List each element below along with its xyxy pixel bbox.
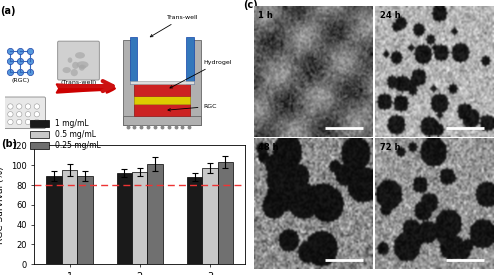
Circle shape bbox=[34, 112, 40, 117]
Bar bbox=[122, 116, 201, 125]
Ellipse shape bbox=[70, 69, 78, 76]
Circle shape bbox=[26, 112, 30, 117]
Ellipse shape bbox=[75, 52, 85, 59]
Circle shape bbox=[8, 119, 13, 125]
Text: (RGC): (RGC) bbox=[11, 78, 30, 83]
Ellipse shape bbox=[79, 65, 86, 69]
FancyBboxPatch shape bbox=[4, 97, 45, 129]
Bar bbox=[132, 172, 148, 264]
Circle shape bbox=[26, 104, 30, 109]
Bar bbox=[116, 173, 132, 264]
Bar bbox=[122, 40, 134, 125]
Bar bbox=[62, 170, 77, 264]
Ellipse shape bbox=[76, 61, 88, 68]
Bar bbox=[130, 81, 194, 84]
Circle shape bbox=[26, 119, 30, 125]
Legend: 1 mg/mL, 0.5 mg/mL, 0.25 mg/mL: 1 mg/mL, 0.5 mg/mL, 0.25 mg/mL bbox=[28, 118, 102, 152]
Ellipse shape bbox=[72, 62, 79, 69]
Text: RGC: RGC bbox=[168, 104, 217, 111]
Bar bbox=[77, 176, 92, 264]
Text: 1 h: 1 h bbox=[258, 12, 273, 20]
Text: 24 h: 24 h bbox=[380, 12, 400, 20]
Text: (c): (c) bbox=[243, 0, 258, 10]
Bar bbox=[46, 176, 62, 264]
Circle shape bbox=[16, 112, 22, 117]
Circle shape bbox=[16, 119, 22, 125]
Ellipse shape bbox=[79, 65, 84, 71]
Bar bbox=[202, 168, 218, 264]
Text: Trans-well: Trans-well bbox=[150, 15, 198, 37]
Bar bbox=[134, 84, 190, 96]
Bar bbox=[190, 40, 201, 125]
Y-axis label: RGC Survival (%): RGC Survival (%) bbox=[0, 166, 6, 244]
Bar bbox=[134, 104, 190, 116]
Text: 72 h: 72 h bbox=[380, 144, 400, 152]
Bar bbox=[186, 37, 194, 84]
Bar bbox=[134, 96, 190, 104]
Text: Hydrogel: Hydrogel bbox=[170, 60, 232, 88]
Ellipse shape bbox=[62, 67, 71, 73]
Bar bbox=[130, 37, 138, 84]
Text: (Trans-well): (Trans-well) bbox=[60, 80, 96, 85]
Circle shape bbox=[8, 112, 13, 117]
Bar bbox=[187, 177, 202, 264]
Bar bbox=[218, 162, 233, 264]
FancyBboxPatch shape bbox=[58, 41, 100, 80]
Circle shape bbox=[34, 104, 40, 109]
Ellipse shape bbox=[68, 57, 72, 63]
Circle shape bbox=[34, 119, 40, 125]
Circle shape bbox=[8, 104, 13, 109]
Text: 48 h: 48 h bbox=[258, 144, 279, 152]
Bar bbox=[148, 164, 163, 264]
Text: (a): (a) bbox=[0, 6, 16, 16]
Circle shape bbox=[16, 104, 22, 109]
Text: (b): (b) bbox=[0, 139, 17, 150]
